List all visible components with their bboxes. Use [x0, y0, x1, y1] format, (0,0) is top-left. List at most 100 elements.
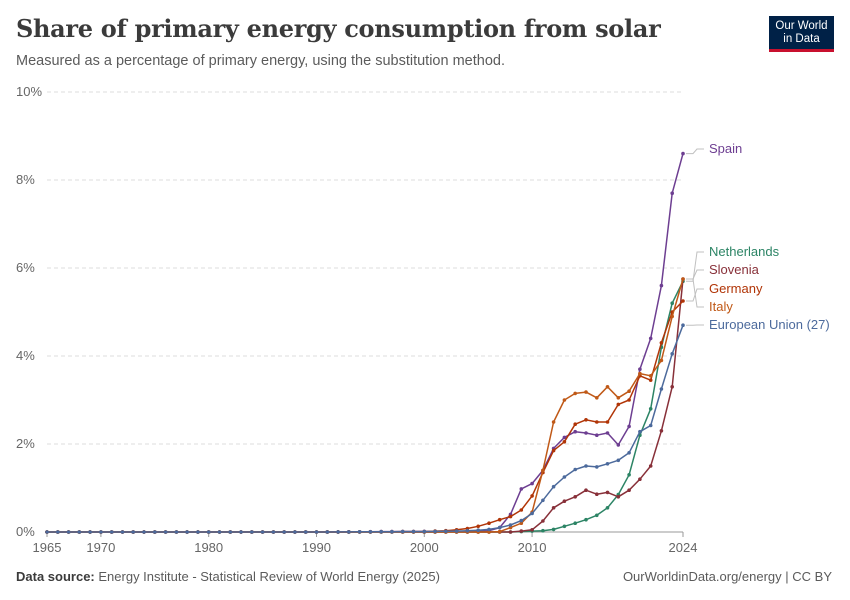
data-point[interactable] [508, 523, 513, 527]
data-point[interactable] [595, 420, 599, 424]
data-point[interactable] [627, 389, 631, 394]
data-point[interactable] [562, 440, 567, 444]
series-line[interactable] [47, 324, 684, 533]
data-point[interactable] [638, 371, 642, 376]
data-point[interactable] [681, 299, 685, 303]
data-point[interactable] [88, 530, 92, 534]
data-point[interactable] [519, 529, 524, 533]
data-point[interactable] [648, 378, 653, 383]
data-point[interactable] [530, 494, 534, 498]
series-line[interactable] [47, 280, 684, 533]
data-point[interactable] [595, 492, 599, 497]
data-point[interactable] [616, 495, 621, 499]
data-point[interactable] [659, 387, 664, 391]
data-point[interactable] [508, 514, 513, 519]
data-point[interactable] [411, 529, 416, 534]
series-label[interactable]: Spain [709, 141, 742, 156]
data-point[interactable] [530, 511, 534, 516]
data-point[interactable] [605, 385, 610, 389]
data-point[interactable] [573, 429, 577, 434]
series-line[interactable] [47, 278, 684, 533]
data-point[interactable] [282, 530, 287, 534]
data-point[interactable] [605, 431, 610, 435]
data-point[interactable] [530, 481, 534, 486]
data-point[interactable] [595, 465, 599, 469]
data-point[interactable] [584, 431, 588, 435]
data-point[interactable] [670, 314, 674, 319]
data-point[interactable] [336, 530, 340, 534]
data-point[interactable] [422, 529, 427, 534]
data-point[interactable] [250, 530, 254, 534]
data-point[interactable] [584, 418, 588, 422]
data-point[interactable] [357, 530, 362, 534]
data-point[interactable] [659, 283, 664, 288]
data-point[interactable] [239, 530, 243, 534]
data-point[interactable] [99, 530, 103, 534]
series-line[interactable] [47, 153, 684, 533]
data-point[interactable] [595, 513, 599, 518]
data-point[interactable] [616, 402, 621, 407]
data-point[interactable] [196, 530, 200, 534]
data-point[interactable] [551, 420, 556, 424]
data-point[interactable] [670, 301, 674, 306]
data-point[interactable] [573, 391, 577, 396]
data-point[interactable] [605, 490, 610, 495]
data-point[interactable] [681, 323, 685, 328]
data-point[interactable] [659, 429, 664, 433]
data-point[interactable] [616, 396, 621, 400]
data-point[interactable] [627, 424, 631, 429]
data-point[interactable] [368, 530, 373, 534]
data-point[interactable] [627, 473, 631, 477]
data-point[interactable] [562, 435, 567, 440]
data-point[interactable] [562, 499, 567, 504]
data-point[interactable] [648, 464, 653, 468]
data-point[interactable] [497, 517, 502, 522]
data-point[interactable] [573, 422, 577, 427]
data-point[interactable] [638, 367, 642, 372]
series-label[interactable]: Germany [709, 281, 763, 296]
data-point[interactable] [487, 521, 491, 525]
data-point[interactable] [551, 484, 556, 489]
data-point[interactable] [681, 277, 685, 281]
data-point[interactable] [487, 530, 491, 534]
data-point[interactable] [595, 433, 599, 438]
data-point[interactable] [66, 530, 71, 534]
data-point[interactable] [551, 506, 556, 510]
data-point[interactable] [153, 530, 157, 534]
data-point[interactable] [174, 530, 179, 534]
data-point[interactable] [260, 530, 265, 534]
data-point[interactable] [271, 530, 276, 534]
data-point[interactable] [648, 374, 653, 378]
data-point[interactable] [562, 475, 567, 479]
owid-logo[interactable]: Our World in Data [769, 16, 834, 52]
data-point[interactable] [497, 529, 502, 534]
data-point[interactable] [605, 506, 610, 510]
data-point[interactable] [638, 477, 642, 482]
data-point[interactable] [314, 530, 319, 534]
series-label[interactable]: Italy [709, 299, 733, 314]
data-point[interactable] [659, 358, 664, 363]
data-point[interactable] [573, 467, 577, 472]
data-point[interactable] [303, 530, 308, 534]
data-point[interactable] [465, 528, 470, 533]
data-point[interactable] [519, 521, 524, 525]
data-point[interactable] [77, 530, 82, 534]
data-point[interactable] [648, 336, 653, 341]
data-point[interactable] [293, 530, 297, 534]
data-point[interactable] [551, 527, 556, 532]
data-point[interactable] [56, 530, 60, 534]
data-point[interactable] [659, 341, 664, 345]
data-point[interactable] [476, 528, 481, 532]
data-point[interactable] [627, 488, 631, 493]
series-label[interactable]: European Union (27) [709, 317, 830, 332]
data-point[interactable] [648, 423, 653, 428]
data-point[interactable] [519, 508, 524, 512]
data-point[interactable] [508, 525, 513, 530]
data-point[interactable] [217, 530, 222, 534]
data-point[interactable] [347, 530, 351, 534]
data-point[interactable] [519, 487, 524, 491]
data-point[interactable] [206, 530, 211, 534]
data-point[interactable] [605, 462, 610, 466]
data-point[interactable] [530, 528, 534, 532]
data-point[interactable] [573, 495, 577, 499]
